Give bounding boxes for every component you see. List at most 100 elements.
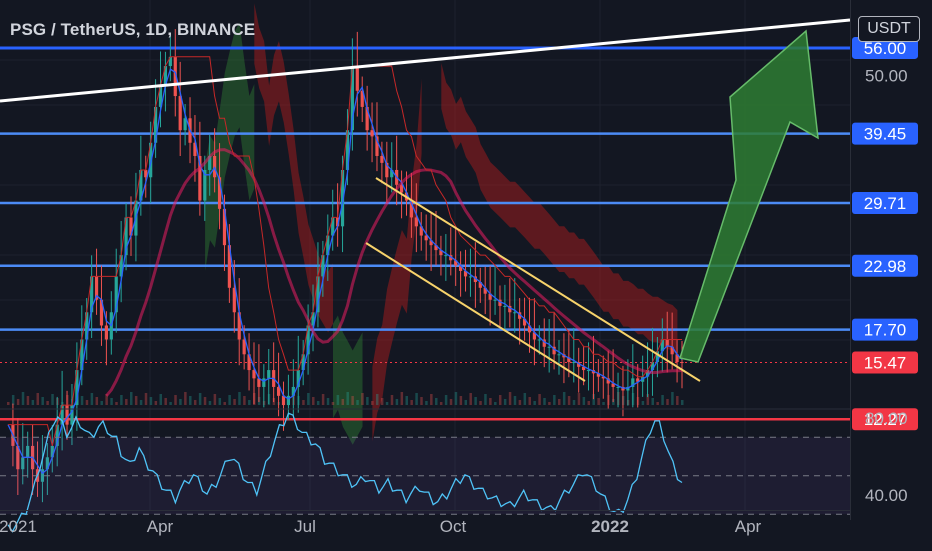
candle-body (222, 208, 227, 246)
volume-bar (110, 398, 113, 405)
volume-bar (80, 396, 84, 405)
candle-body (178, 96, 182, 131)
volume-bar (336, 395, 340, 405)
cloud-1 (333, 315, 363, 445)
volume-bar (115, 402, 118, 405)
candle-body (547, 346, 551, 348)
volume-bar (243, 396, 246, 405)
price-axis[interactable] (850, 0, 932, 520)
candle-body (473, 276, 477, 283)
candle-body (104, 325, 108, 340)
volume-bar (410, 400, 413, 405)
candle-body (16, 445, 20, 470)
volume-bar (302, 400, 305, 405)
candle-body (586, 370, 591, 372)
candle-body (522, 318, 527, 326)
volume-bar (218, 398, 222, 405)
volume-bar (105, 394, 108, 405)
volume-bar (164, 398, 167, 405)
ma-fast-line (7, 68, 683, 475)
candle-body (119, 255, 123, 277)
volume-bar (203, 397, 207, 405)
candle-body (257, 378, 261, 387)
candle-body (70, 405, 74, 425)
volume-bar (380, 398, 384, 405)
candle-body (655, 351, 660, 363)
volume-bar (646, 394, 650, 405)
rsi-tick-label: 80.00 (865, 409, 908, 428)
volume-bar (26, 396, 30, 405)
volume-bar (528, 397, 531, 405)
volume-bar (543, 398, 546, 405)
volume-bar (671, 392, 674, 405)
candle-body (50, 445, 54, 458)
volume-bar (558, 399, 561, 405)
candle-body (227, 245, 231, 288)
time-axis[interactable] (0, 510, 850, 551)
volume-bar (494, 402, 497, 405)
volume-bar (562, 392, 566, 405)
volume-bar (193, 400, 197, 405)
volume-bar (587, 401, 591, 405)
volume-bar (459, 396, 463, 405)
axis-label-layer: 56.00 39.45 29.71 22.98 17.70 15.47 12.27 50.00… (0, 36, 918, 536)
volume-bar (174, 395, 177, 405)
price-label-text: 39.45 (864, 125, 907, 144)
candle-body (276, 386, 281, 396)
candle-body (424, 235, 428, 241)
candle-body (45, 457, 49, 470)
volume-bar (238, 392, 241, 405)
trendline (0, 18, 851, 103)
volume-bar (577, 393, 581, 405)
volume-bar (7, 402, 10, 405)
volume-bar (11, 395, 15, 405)
candle-body (291, 386, 295, 396)
volume-bar (149, 397, 153, 405)
candle-body (675, 354, 679, 363)
volume-bar (233, 399, 236, 405)
volume-bar (656, 402, 659, 405)
volume-bar (100, 401, 103, 405)
candle-body (518, 312, 522, 319)
volume-bar (371, 401, 374, 405)
candle-body (557, 354, 561, 356)
volume-bar (144, 393, 148, 405)
price-label-badge (852, 122, 918, 145)
candle-body (429, 240, 433, 246)
volume-bar (366, 397, 369, 405)
drawing-layer (0, 18, 851, 382)
time-tick-label: 2022 (591, 517, 629, 536)
candle-body (360, 90, 364, 107)
price-label-text: 12.27 (864, 410, 907, 429)
volume-bar (464, 400, 468, 405)
candle-body (183, 118, 187, 131)
candle-body (414, 217, 418, 227)
volume-bar (129, 392, 133, 405)
price-label-badge (852, 408, 918, 431)
candle-body (532, 332, 537, 340)
candle-body (94, 276, 99, 300)
volume-bar (248, 400, 251, 405)
volume-bar (189, 396, 192, 405)
candle-body (168, 56, 172, 67)
volume-bar (351, 396, 354, 405)
currency-selector[interactable]: USDT (858, 16, 920, 42)
candle-body (262, 378, 266, 387)
cloud-0 (205, 22, 255, 271)
candle-body (247, 354, 251, 371)
volume-bar (666, 399, 669, 405)
candle-body (503, 305, 507, 307)
volume-bar (567, 396, 571, 405)
time-tick-label: Jul (294, 517, 316, 536)
baseline-line (8, 56, 682, 447)
rsi-tick-label: 40.00 (865, 486, 908, 505)
candle-body (355, 66, 359, 91)
candle-body (498, 299, 502, 306)
price-label-badge (852, 254, 918, 277)
volume-bar (385, 402, 389, 405)
volume-bar (179, 399, 182, 405)
volume-bar (439, 402, 443, 405)
candle-body (340, 169, 345, 227)
